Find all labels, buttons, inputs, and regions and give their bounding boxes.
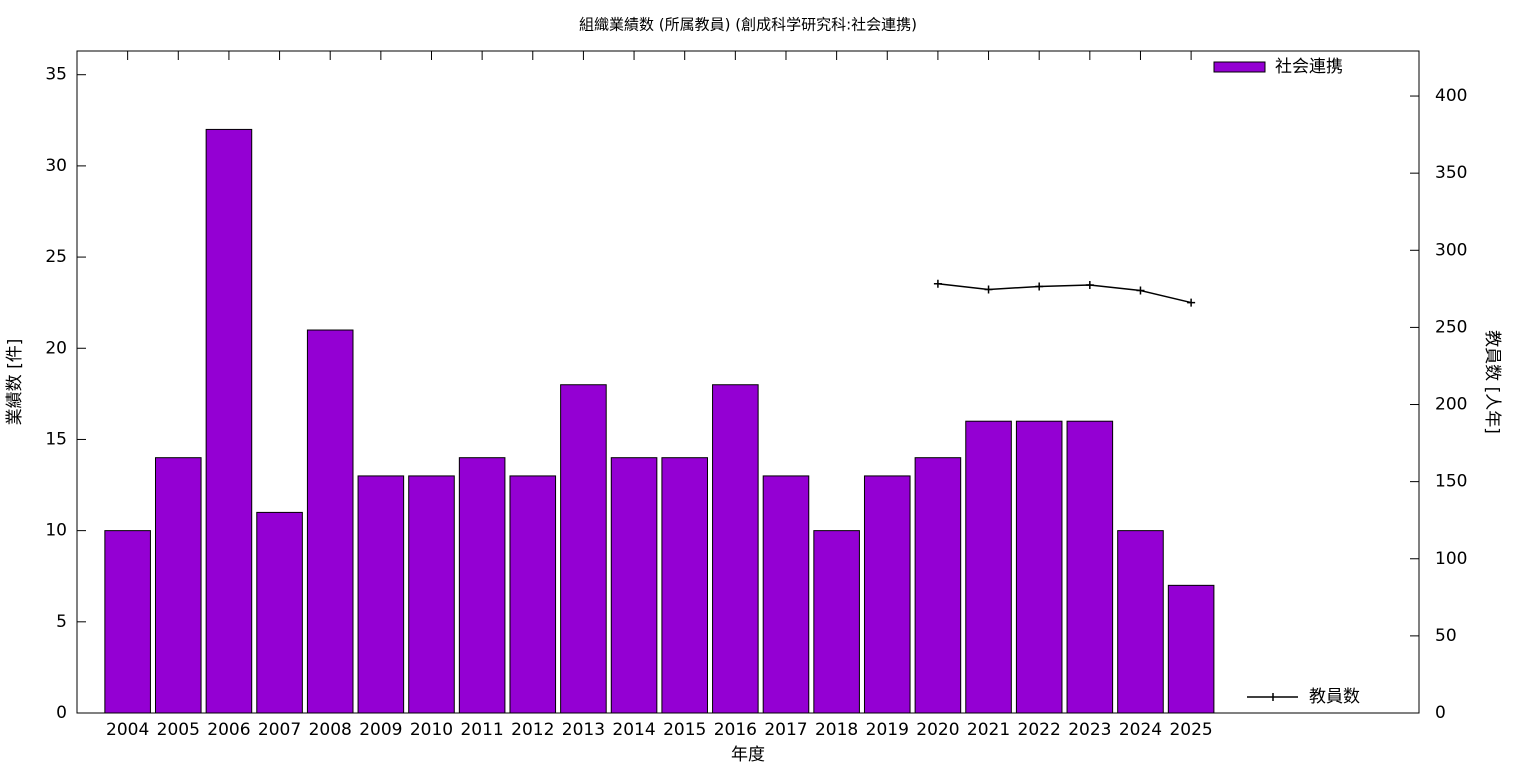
y-tick-label: 25 <box>45 247 67 267</box>
bar <box>863 475 911 714</box>
bar <box>610 457 658 714</box>
y-tick-label: 20 <box>45 338 67 358</box>
legend-label: 社会連携 <box>1275 57 1343 77</box>
x-tick-label: 2015 <box>663 720 706 740</box>
y2-tick-label: 200 <box>1435 395 1467 415</box>
x-tick-label: 2005 <box>157 720 200 740</box>
y-tick-label: 15 <box>45 429 67 449</box>
x-tick-label: 2010 <box>410 720 453 740</box>
bar <box>306 329 354 714</box>
point <box>933 279 942 288</box>
bar <box>458 457 506 714</box>
y-tick-label: 0 <box>56 703 67 723</box>
x-tick-label: 2022 <box>1018 720 1061 740</box>
x-tick-label: 2024 <box>1119 720 1162 740</box>
y2-tick-label: 300 <box>1435 240 1467 260</box>
bar <box>357 475 405 714</box>
bar <box>661 457 708 714</box>
x-tick-label: 2017 <box>764 720 807 740</box>
bar <box>1015 420 1063 714</box>
x-tick-label: 2011 <box>460 720 503 740</box>
y-tick-label: 30 <box>45 156 67 176</box>
y2-tick-label: 50 <box>1435 626 1457 646</box>
legend-swatch <box>1247 693 1298 701</box>
bar <box>1066 420 1114 714</box>
bar <box>712 384 759 714</box>
y2-tick-label: 150 <box>1435 472 1467 492</box>
x-tick-label: 2013 <box>562 720 605 740</box>
x-tick-label: 2019 <box>866 720 909 740</box>
bar <box>408 475 455 714</box>
x-tick-label: 2020 <box>916 720 959 740</box>
bar <box>813 530 860 714</box>
x-tick-label: 2004 <box>106 720 149 740</box>
y-tick-label: 5 <box>56 612 67 632</box>
bar <box>1117 530 1164 714</box>
y2-tick-label: 400 <box>1435 86 1467 106</box>
x-tick-label: 2009 <box>359 720 402 740</box>
y2-tick-label: 350 <box>1435 163 1467 183</box>
line <box>937 283 1192 304</box>
legend-label: 教員数 <box>1309 687 1360 707</box>
x-tick-label: 2025 <box>1169 720 1212 740</box>
bar <box>256 511 303 714</box>
bar <box>914 457 962 714</box>
y-tick-label: 10 <box>45 521 67 541</box>
x-tick-label: 2006 <box>207 720 250 740</box>
bar <box>104 530 151 714</box>
y-axis-label: 業績数 [件] <box>5 339 25 426</box>
x-tick-label: 2023 <box>1068 720 1111 740</box>
bar <box>509 475 557 714</box>
point <box>984 285 993 294</box>
x-tick-label: 2016 <box>714 720 757 740</box>
y-tick-label: 35 <box>45 65 67 85</box>
x-tick-label: 2008 <box>309 720 352 740</box>
point <box>1136 286 1145 295</box>
point <box>1085 280 1094 289</box>
bar <box>1167 584 1215 714</box>
y2-tick-label: 250 <box>1435 317 1467 337</box>
x-tick-label: 2012 <box>511 720 554 740</box>
bar <box>965 420 1012 714</box>
plot-frame <box>76 50 1420 714</box>
x-axis-label: 年度 <box>731 745 765 765</box>
point <box>1035 282 1044 291</box>
x-tick-label: 2007 <box>258 720 301 740</box>
bar <box>205 128 253 714</box>
y2-tick-label: 100 <box>1435 549 1467 569</box>
y2-tick-label: 0 <box>1435 703 1446 723</box>
x-tick-label: 2014 <box>612 720 655 740</box>
point <box>1187 298 1196 307</box>
x-tick-label: 2018 <box>815 720 858 740</box>
bar <box>154 457 202 714</box>
y2-axis-label: 教員数 [人年] <box>1482 330 1502 434</box>
bar <box>560 384 607 714</box>
bar <box>762 475 810 714</box>
legend-swatch <box>1213 61 1266 73</box>
chart-title: 組織業績数 (所属教員) (創成科学研究科:社会連携) <box>579 16 917 34</box>
x-tick-label: 2021 <box>967 720 1010 740</box>
